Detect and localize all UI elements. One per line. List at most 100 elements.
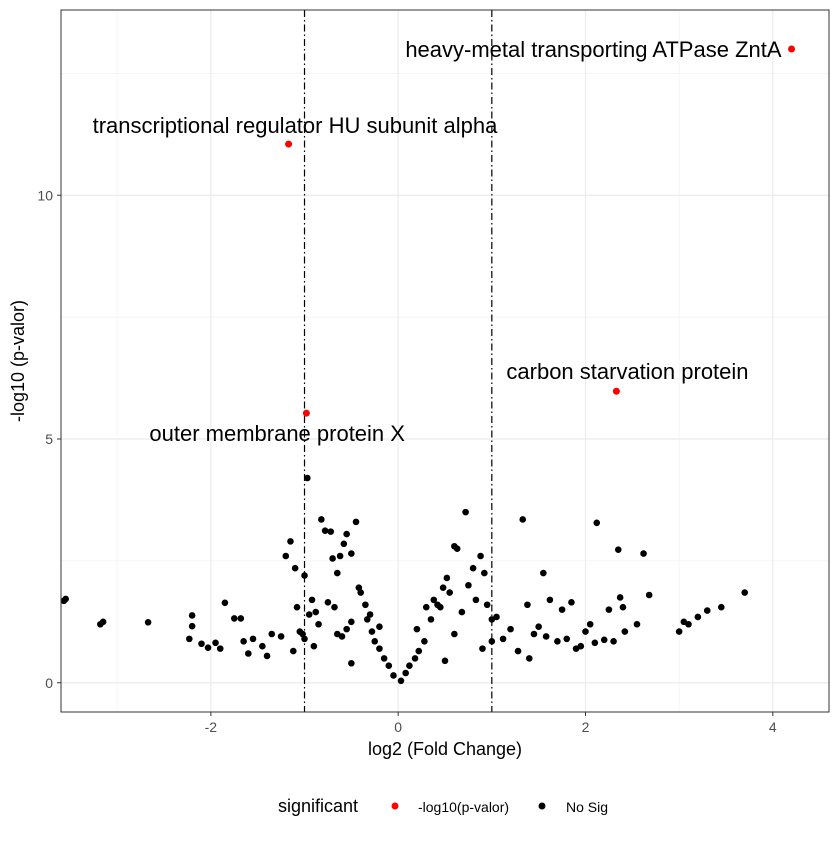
threshold-lines bbox=[303, 10, 493, 712]
no-sig-point bbox=[186, 635, 193, 643]
no-sig-point bbox=[591, 639, 599, 647]
no-sig-point bbox=[633, 620, 641, 628]
x-tick-label: -2 bbox=[205, 719, 218, 735]
no-sig-point bbox=[554, 638, 561, 645]
no-sig-point bbox=[397, 677, 405, 685]
no-sig-point bbox=[324, 599, 332, 606]
no-sig-point bbox=[366, 611, 374, 618]
no-sig-point bbox=[357, 589, 365, 596]
no-sig-point bbox=[343, 530, 350, 538]
x-axis-label: log2 (Fold Change) bbox=[368, 739, 522, 759]
legend: significant -log10(p-valor) No Sig bbox=[278, 796, 608, 816]
no-sig-point bbox=[477, 552, 484, 560]
significant-point bbox=[302, 409, 310, 417]
point-label: transcriptional regulator HU subunit alp… bbox=[93, 113, 499, 138]
no-sig-point bbox=[488, 638, 496, 645]
no-sig-point bbox=[329, 555, 336, 562]
no-sig-point bbox=[703, 607, 711, 614]
no-sig-point bbox=[621, 628, 629, 635]
x-tick-label: 2 bbox=[582, 719, 590, 735]
no-sig-point bbox=[568, 599, 575, 606]
no-sig-point bbox=[230, 615, 238, 622]
no-sig-point bbox=[600, 636, 608, 644]
no-sig-point bbox=[499, 635, 507, 643]
legend-key-no-sig bbox=[538, 802, 546, 810]
no-sig-point bbox=[421, 638, 428, 645]
no-sig-point bbox=[348, 618, 355, 626]
no-sig-point bbox=[525, 655, 533, 662]
no-sig-point bbox=[427, 616, 435, 623]
no-sig-point bbox=[593, 519, 601, 527]
no-sig-point bbox=[411, 655, 419, 662]
y-axis-label: -log10 (p-valor) bbox=[8, 300, 28, 422]
significant-point bbox=[612, 387, 620, 395]
no-sig-point bbox=[362, 601, 369, 609]
legend-label-no-sig: No Sig bbox=[566, 799, 608, 815]
no-sig-point bbox=[188, 622, 196, 630]
no-sig-point bbox=[305, 611, 313, 618]
no-sig-point bbox=[577, 642, 585, 650]
no-sig-point bbox=[343, 625, 350, 633]
no-sig-point bbox=[519, 516, 527, 523]
no-sig-point bbox=[308, 596, 316, 604]
no-sig-point bbox=[483, 601, 491, 609]
no-sig-point bbox=[535, 623, 542, 630]
no-sig-point bbox=[507, 625, 514, 633]
no-sig-point bbox=[437, 603, 444, 611]
point-label: carbon starvation protein bbox=[506, 359, 748, 384]
no-sig-point bbox=[546, 596, 554, 604]
panel-background bbox=[61, 10, 829, 712]
no-sig-point bbox=[287, 538, 294, 545]
no-sig-point bbox=[144, 619, 152, 626]
no-sig-point bbox=[348, 550, 355, 557]
no-sig-point bbox=[348, 659, 355, 667]
no-sig-point bbox=[321, 527, 329, 534]
no-sig-point bbox=[331, 603, 338, 611]
no-sig-point bbox=[312, 608, 320, 616]
no-sig-point bbox=[462, 508, 469, 516]
point-labels: heavy-metal transporting ATPase ZntA tran… bbox=[93, 37, 782, 446]
no-sig-point bbox=[542, 633, 550, 640]
no-sig-point bbox=[685, 620, 692, 628]
no-sig-point bbox=[363, 616, 371, 623]
no-sig-point bbox=[204, 644, 212, 651]
no-sig-point bbox=[610, 638, 617, 645]
no-sig-point bbox=[333, 569, 341, 577]
no-sig-point bbox=[304, 474, 311, 482]
no-sig-point bbox=[451, 630, 458, 638]
no-sig-point bbox=[245, 650, 252, 657]
no-sig-point bbox=[717, 603, 725, 611]
no-sig-point bbox=[465, 581, 472, 589]
significant-point bbox=[788, 45, 796, 53]
no-sig-point bbox=[310, 642, 318, 650]
no-sig-point bbox=[619, 603, 627, 611]
no-sig-point bbox=[413, 625, 421, 633]
no-sig-point bbox=[586, 620, 594, 628]
no-sig-point bbox=[198, 640, 205, 648]
no-sig-point bbox=[415, 647, 423, 655]
significant-point bbox=[285, 140, 293, 148]
x-tick-label: 0 bbox=[394, 719, 402, 735]
no-sig-point bbox=[558, 606, 566, 613]
no-sig-point bbox=[60, 597, 68, 605]
legend-label-significant: -log10(p-valor) bbox=[418, 799, 509, 815]
no-sig-point bbox=[422, 603, 430, 611]
no-sig-point bbox=[371, 638, 379, 645]
point-label: heavy-metal transporting ATPase ZntA bbox=[405, 37, 782, 62]
no-sig-point bbox=[441, 657, 449, 665]
no-sig-point bbox=[524, 601, 531, 609]
no-sig-point bbox=[352, 518, 360, 526]
no-sig-point bbox=[694, 613, 702, 621]
no-sig-point bbox=[563, 635, 571, 643]
no-sig-point bbox=[336, 552, 344, 560]
no-sig-point bbox=[293, 603, 301, 611]
no-sig-point bbox=[493, 613, 500, 621]
no-sig-point bbox=[368, 628, 376, 635]
legend-key-significant bbox=[391, 802, 399, 810]
point-label: outer membrane protein X bbox=[149, 421, 405, 446]
no-sig-point bbox=[385, 662, 393, 669]
no-sig-point bbox=[97, 620, 104, 628]
no-sig-point bbox=[741, 589, 749, 596]
no-sig-point bbox=[376, 645, 383, 652]
